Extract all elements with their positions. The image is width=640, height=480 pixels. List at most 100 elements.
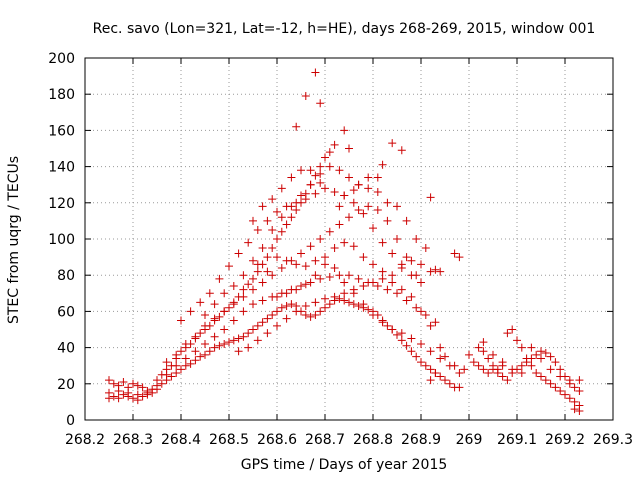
data-point (143, 388, 152, 397)
data-point (388, 139, 397, 148)
data-point (407, 271, 416, 280)
y-tick-label: 0 (66, 413, 75, 429)
y-tick-label: 160 (48, 123, 75, 139)
data-point (575, 387, 584, 396)
data-point (316, 162, 325, 171)
x-tick-label: 269.2 (545, 432, 585, 448)
data-point (316, 178, 325, 187)
data-point (354, 180, 363, 189)
data-point (364, 305, 373, 314)
data-point (239, 292, 248, 301)
data-point (383, 321, 392, 330)
data-point (532, 350, 541, 359)
data-point (316, 307, 325, 316)
data-point (234, 249, 243, 258)
data-point (417, 307, 425, 316)
data-point (373, 187, 382, 196)
data-point (412, 235, 421, 243)
data-point (258, 296, 267, 305)
data-point (201, 350, 209, 359)
data-point (138, 392, 147, 401)
chart-title: Rec. savo (Lon=321, Lat=-12, h=HE), days… (93, 21, 596, 37)
y-tick-label: 80 (57, 268, 75, 284)
x-tick-label: 268.8 (353, 432, 393, 448)
data-point (450, 361, 459, 370)
data-point (301, 301, 310, 310)
data-point (436, 267, 445, 276)
data-point (412, 303, 421, 312)
data-point (172, 368, 181, 377)
data-point (421, 311, 430, 320)
data-point (325, 148, 334, 157)
data-point (210, 343, 219, 352)
data-point (479, 338, 488, 347)
data-point (508, 365, 517, 374)
data-point (119, 390, 128, 399)
data-point (570, 397, 579, 406)
data-point (210, 300, 219, 309)
data-point (556, 372, 565, 381)
data-point (268, 195, 277, 204)
data-point (181, 361, 190, 370)
data-point (335, 220, 344, 229)
data-point (220, 289, 229, 298)
data-point (114, 394, 123, 403)
data-point (239, 271, 248, 280)
data-point (277, 303, 286, 312)
x-axis: 268.2 268.3 268.4 268.5 268.6 268.7 268.8 268.9… (65, 58, 633, 448)
data-point (321, 303, 329, 312)
data-point (277, 213, 286, 222)
data-point (325, 162, 334, 171)
data-point (340, 289, 349, 298)
data-point (441, 376, 449, 385)
data-point (253, 225, 262, 234)
data-point (335, 271, 344, 280)
data-point (417, 358, 425, 367)
data-point (181, 354, 190, 363)
data-point (349, 300, 358, 309)
data-point (402, 341, 411, 350)
data-point (383, 198, 392, 207)
x-tick-label: 268.2 (65, 432, 105, 448)
data-point (225, 338, 233, 347)
data-point (201, 311, 209, 320)
data-point (210, 332, 219, 341)
data-point (258, 318, 267, 327)
data-point (205, 289, 214, 298)
data-point (340, 126, 349, 135)
x-tick-label: 269 (456, 432, 483, 448)
data-point (311, 68, 320, 77)
data-point (273, 207, 281, 216)
data-point (306, 180, 315, 189)
x-tick-label: 268.9 (401, 432, 441, 448)
data-point (388, 325, 397, 334)
data-point (436, 354, 445, 363)
data-point (431, 368, 440, 377)
data-point (417, 278, 425, 287)
data-point (239, 307, 248, 316)
data-point (297, 166, 305, 175)
data-point (421, 361, 430, 370)
data-point (479, 365, 488, 374)
data-point (109, 379, 118, 388)
data-point (407, 256, 416, 265)
data-point (436, 343, 445, 352)
data-point (105, 388, 113, 397)
data-point (426, 347, 435, 356)
data-point (354, 206, 363, 215)
data-point (407, 334, 416, 343)
data-point (301, 195, 310, 204)
data-point (469, 358, 478, 367)
data-point (498, 372, 507, 381)
data-point (186, 359, 195, 368)
data-point (369, 311, 377, 320)
data-point (441, 352, 449, 361)
data-point (551, 383, 560, 392)
data-point (306, 278, 315, 287)
data-point (364, 173, 373, 182)
data-point (359, 209, 368, 218)
data-point (263, 314, 272, 323)
data-point (311, 298, 320, 307)
data-point (498, 361, 507, 370)
